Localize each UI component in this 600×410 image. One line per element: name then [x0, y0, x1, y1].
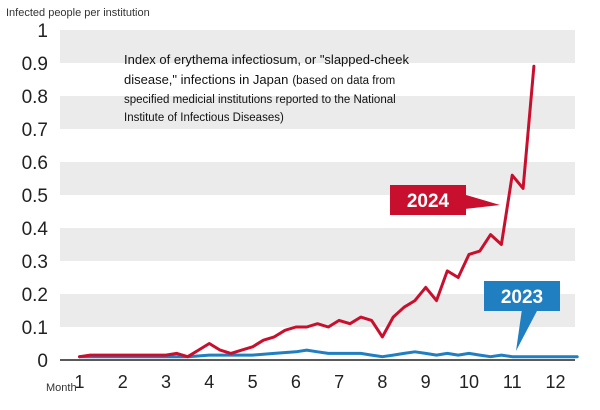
grid-band	[60, 30, 575, 63]
x-tick-label: 8	[377, 372, 387, 392]
note-source-line-2: specified medicial institutions reported…	[124, 94, 396, 106]
y-tick-label: 0	[37, 351, 48, 372]
y-tick-label: 0.4	[22, 219, 49, 240]
badge-2024-box	[390, 185, 466, 215]
x-tick-label: 3	[161, 372, 171, 392]
x-tick-label: 6	[291, 372, 301, 392]
x-tick-label: 12	[546, 372, 566, 392]
x-tick-label: 11	[503, 372, 522, 392]
y-axis-label: Infected people per institution	[6, 7, 150, 19]
badge-2024-label: 2024	[407, 191, 450, 212]
x-tick-label: 2	[118, 372, 128, 392]
series-line-2023	[78, 348, 579, 359]
x-axis-label: Month	[46, 382, 77, 394]
y-tick-label: 0.8	[22, 87, 48, 108]
note-title-line-1: Index of erythema infectiosum, or "slapp…	[124, 52, 409, 67]
badge-2023-label: 2023	[501, 287, 543, 308]
x-tick-label: 5	[248, 372, 258, 392]
x-tick-label: 10	[459, 372, 479, 392]
y-tick-label: 0.1	[22, 318, 48, 339]
note-title-text: disease," infections in Japan	[124, 72, 288, 87]
y-tick-label: 0.7	[22, 120, 48, 141]
note-source-line-3: Institute of Infectious Diseases)	[124, 112, 284, 124]
x-tick-label: 9	[421, 372, 431, 392]
x-tick-labels: 1 2 3 4 5 6 7 8 9 10 11 12	[74, 372, 565, 392]
note-title-line-2: disease," infections in Japan (based on d…	[124, 72, 395, 87]
badge-2023-box	[484, 281, 560, 311]
x-tick-label: 7	[334, 372, 344, 392]
grid-band	[60, 228, 575, 261]
grid-band	[60, 162, 575, 195]
y-tick-labels: 0 0.1 0.2 0.3 0.4 0.5 0.6 0.7 0.8 0.9 1	[22, 21, 49, 372]
y-tick-label: 0.2	[22, 285, 48, 306]
series-line-2024	[78, 64, 536, 359]
y-tick-label: 0.6	[22, 153, 48, 174]
badge-2024-pointer	[456, 192, 500, 210]
x-tick-label: 1	[74, 372, 84, 392]
y-tick-label: 0.5	[22, 186, 48, 207]
series-lines	[78, 64, 579, 359]
x-tick-label: 4	[204, 372, 214, 392]
y-tick-label: 0.3	[22, 252, 48, 273]
y-tick-label: 1	[37, 21, 48, 42]
note-source-line-1: (based on data from	[292, 75, 395, 87]
grid-bands	[60, 30, 575, 327]
y-tick-label: 0.9	[22, 54, 48, 75]
legend-badge-2024: 2024	[390, 185, 500, 215]
badge-2023-pointer	[516, 309, 538, 351]
grid-band	[60, 96, 575, 129]
chart-note: Index of erythema infectiosum, or "slapp…	[124, 52, 409, 124]
legend-badge-2023: 2023	[484, 281, 560, 351]
